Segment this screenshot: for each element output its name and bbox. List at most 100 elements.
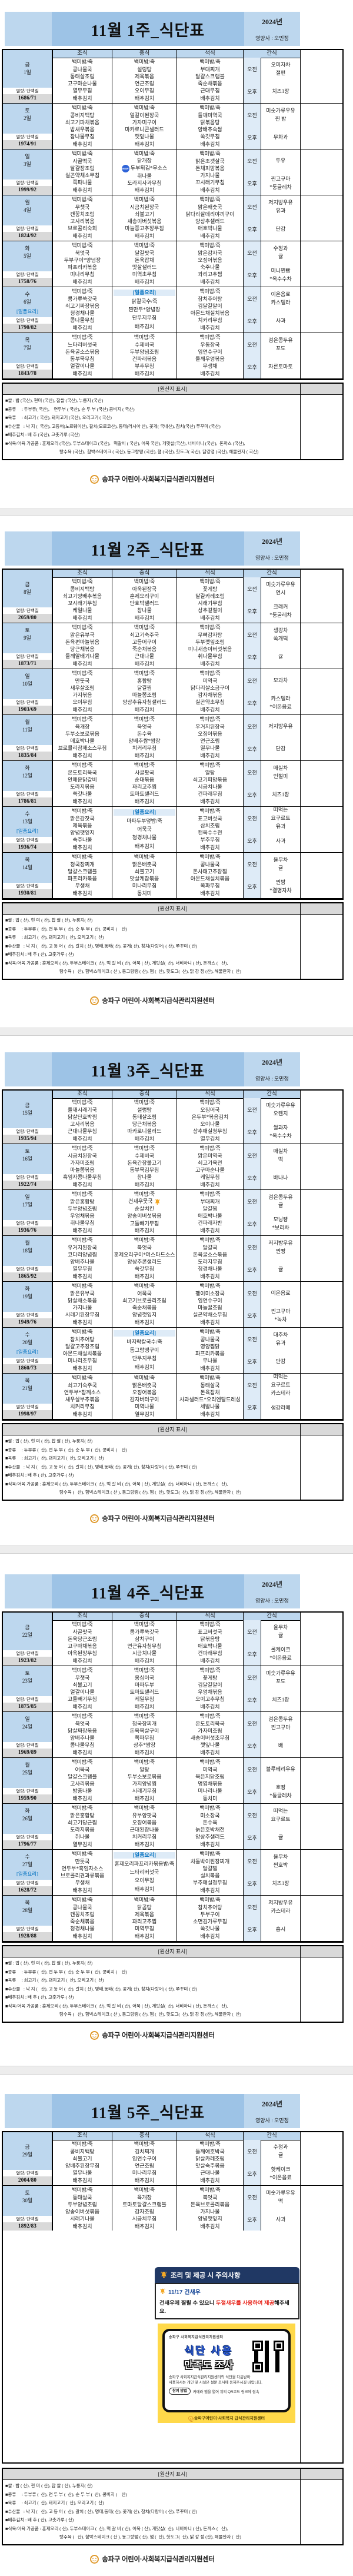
origin-line: ■식육/어육 가공품 : 훈제오리 ( 산), 두부스테이크 ( 산), 떡 갈… bbox=[5, 1481, 228, 1487]
pm-label: 오후 bbox=[247, 1313, 257, 1319]
menu-item: 참나물무침 bbox=[70, 134, 95, 140]
menu-item: 쪽파무침 bbox=[134, 1735, 155, 1741]
day-row: 목 14일 열량/ 단백질 1930/81 백미밥/죽 청국장찌개 달걀스크램블 파프리카볶음… bbox=[3, 853, 342, 899]
menu-item: 얼갈이나물 bbox=[70, 363, 95, 370]
page-separator bbox=[0, 2066, 353, 2075]
menu-item: 배추김치 bbox=[200, 1319, 220, 1325]
snack-item: 귤 bbox=[278, 1834, 284, 1841]
header-extra bbox=[301, 1613, 342, 1621]
kcal-label: 열량/ 단백질 bbox=[3, 1696, 52, 1703]
menu-item: 참나물 bbox=[137, 607, 152, 614]
origin-line: ■육류 : 쇠고기 ( 국산), 돼지고기 (국산), 오리고기 ( 국산) bbox=[5, 415, 112, 420]
day-row: 토 9일 열량/ 단백질 1873/71 백미밥/죽 맑은유부국 돈육편마늘볶음 당근채볶음 들… bbox=[3, 623, 342, 669]
menu-item: 달걀찜 bbox=[137, 684, 152, 691]
snack-item: 미숫가루우유 bbox=[266, 2189, 295, 2196]
day-cell: 월 18일 열량/ 단백질 1865/92 bbox=[3, 1236, 53, 1282]
menu-item: 연근조림 bbox=[134, 2163, 155, 2169]
snack-cell: 블루베리우유 호빵 *둥글레차 bbox=[261, 1758, 301, 1804]
menu-item: 가지나물 bbox=[72, 1305, 92, 1311]
menu-item: 배추김치 bbox=[200, 706, 220, 713]
origin-line: ■배추김치 : 배 추 ( 산), 고춧가루 ( 산) bbox=[5, 2517, 74, 2522]
dinner-cell: 백미밥/죽 꽃게탕 달걀카레조림 시래기무침 상추겉절이 배추김치 bbox=[177, 577, 244, 623]
menu-item: 당근채볶음 bbox=[132, 1121, 157, 1128]
menu-item: 양념깻잎지 bbox=[70, 830, 95, 836]
menu-item: 배추김치 bbox=[72, 1887, 92, 1893]
menu-item: 배추김치 bbox=[134, 370, 155, 377]
menu-item: 돈육굴소스볶음 bbox=[193, 1251, 227, 1258]
menu-item: 가지나물 bbox=[200, 172, 220, 179]
menu-item: 배추김치 bbox=[134, 1135, 155, 1142]
snack-item: 포도 bbox=[275, 1678, 286, 1684]
dinner-cell: 백미밥/죽 표고버섯국 삼치조림 캔옥수수전 부추무침 배추김치 bbox=[177, 807, 244, 853]
menu-item: 백미밥/죽 bbox=[134, 59, 155, 65]
menu-item: 표고버섯국 bbox=[198, 1628, 222, 1635]
menu-item: 콩나물국 bbox=[72, 1904, 92, 1910]
table-header-row: 조식 중식 석식 간식 bbox=[3, 570, 342, 578]
day-row: 금 15일 열량/ 단백질 1935/94 백미밥/죽 들깨시래기국 닭살단호박찜 고사리볶음… bbox=[3, 1098, 342, 1144]
menu-item: 소면김가루무침 bbox=[193, 1919, 227, 1925]
snack-item: 미니찐빵 bbox=[271, 268, 291, 274]
snack-item: *이온음료 bbox=[269, 704, 292, 710]
header-snack: 간식 bbox=[244, 1613, 301, 1621]
divider bbox=[300, 2231, 301, 2462]
snack-cell: 저지방우유 찐빵 귤 bbox=[261, 1236, 301, 1282]
day-cell: 월 25일 열량/ 단백질 1959/90 bbox=[3, 1758, 53, 1804]
snack-item: 떡 bbox=[278, 1156, 284, 1162]
snack-cell: 저지방우유 유과 단감 bbox=[261, 195, 301, 241]
lunch-cell: 백미밥/죽 옹심이국 마파두부 토마토샐러드 케일무침 배추김치 bbox=[112, 1666, 177, 1712]
breakfast-cell: 백미밥/죽 참치추어탕 달걀고추장조림 아몬드채실치볶음 미나리초무침 배추김치 bbox=[53, 1328, 112, 1374]
year-label: 2024년 bbox=[261, 537, 283, 546]
menu-item: 북엇국 bbox=[202, 2194, 218, 2201]
title-right-cell: 2024년 영양사 : 오민정 bbox=[244, 12, 300, 46]
pm-label: 오후 bbox=[247, 609, 257, 615]
header-dinner: 석식 bbox=[177, 1613, 244, 1621]
menu-item: 백미밥/죽 bbox=[199, 105, 221, 111]
extra-cell bbox=[301, 1190, 342, 1236]
menu-item: 배추김치 bbox=[200, 324, 220, 331]
menu-item: 백미밥/죽 bbox=[72, 1667, 93, 1674]
kcal-label: 열량/ 단백질 bbox=[3, 1926, 52, 1932]
menu-item: 무생채 bbox=[75, 1880, 90, 1886]
am-label: 오전 bbox=[247, 677, 257, 684]
menu-item: 백미밥/죽 bbox=[134, 197, 155, 203]
menu-item: 백미밥/죽 bbox=[199, 1713, 221, 1720]
snack-item: 저지방우유 bbox=[268, 1899, 293, 1906]
am-label: 오전 bbox=[247, 1812, 257, 1819]
menu-item: 설렁탕 bbox=[137, 1106, 152, 1113]
origin-line: ■육류 : 쇠고기 ( 산), 돼지고기 ( 산), 오리고기 ( 산) bbox=[5, 1455, 104, 1461]
snack-pm: 귤 bbox=[261, 646, 300, 669]
menu-item: 달걀고추장조림 bbox=[65, 1343, 99, 1350]
kcal-label: 열량/ 단백질 bbox=[3, 2216, 52, 2222]
menu-item: 부추매실청무침 bbox=[193, 1880, 227, 1886]
menu-item: 백미밥/죽 bbox=[199, 1851, 221, 1857]
breakfast-cell: 백미밥/죽 우거지된장국 코다리양념찜 양배추나물 열무무침 배추김치 bbox=[53, 1236, 112, 1282]
menu-item: 청경채나물 bbox=[198, 1266, 222, 1272]
menu-item: 배추김치 bbox=[72, 1135, 92, 1142]
menu-item: 백미밥/죽 bbox=[199, 716, 221, 723]
lunch-cell: 백미밥/죽 육개장 토마토달걀스크램블 감자조림 시금치무침 배추김치 bbox=[112, 2186, 177, 2232]
menu-item: 백미밥/죽 bbox=[72, 1621, 93, 1628]
menu-item: 맑은유부국 bbox=[70, 631, 95, 638]
snack-item: 요구르트 bbox=[271, 1382, 291, 1388]
menu-item: 늙은호박채전 bbox=[195, 1827, 225, 1833]
menu-item: 꼬시래기무침 bbox=[195, 180, 225, 186]
menu-item: 사골팟국 bbox=[72, 1628, 92, 1635]
menu-item: 오이무침 bbox=[134, 88, 155, 94]
snack-item: *옥수수차 bbox=[269, 1133, 292, 1139]
menu-item: 임연수구이 bbox=[198, 1297, 222, 1304]
day-cell: 월 11일 열량/ 단백질 1835/84 bbox=[3, 715, 53, 761]
menu-item: 삼치구이 bbox=[134, 1636, 155, 1642]
title-bar: 11월 1주_식단표 2024년 영양사 : 오민정 bbox=[5, 12, 300, 46]
breakfast-cell: 백미밥/죽 청국장찌개 달걀스크램블 파프리카볶음 무생채 배추김치 bbox=[53, 853, 112, 899]
dietitian-label: 영양사 : 오민정 bbox=[255, 1076, 289, 1082]
kcal-label: 열량/ 단백질 bbox=[3, 1788, 52, 1794]
menu-item: 마늘쫑볶음 bbox=[70, 1167, 95, 1174]
snack-am: 율무차 찐호박 bbox=[261, 1850, 300, 1873]
page-separator bbox=[0, 1028, 353, 1036]
year-label: 2024년 bbox=[261, 18, 283, 26]
page-separator bbox=[0, 508, 353, 516]
am-label: 오전 bbox=[247, 861, 257, 867]
smiley-logo-icon bbox=[90, 2030, 99, 2040]
day-cell: 수 6일 [일품요리] 열량/ 단백질 1790/82 bbox=[3, 287, 53, 333]
menu-item: 백미밥/죽 bbox=[199, 197, 221, 203]
